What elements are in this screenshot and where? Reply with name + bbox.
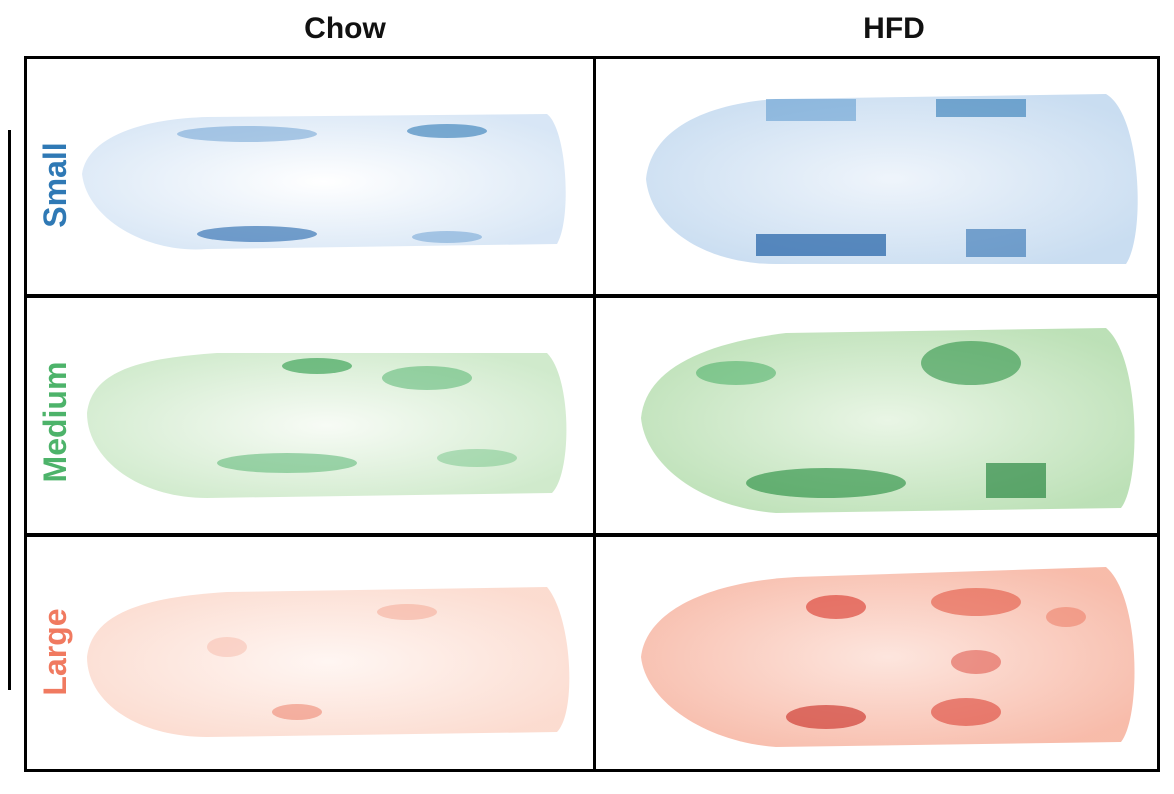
heatmap-hfd-small — [596, 59, 1160, 294]
heatmap-chow-large — [27, 537, 593, 769]
grid-divider-row-1 — [27, 294, 1157, 298]
heatmap-hfd-medium — [596, 298, 1160, 533]
heatmap-chow-medium — [27, 298, 593, 533]
grid-divider-row-2 — [27, 533, 1157, 537]
heatmap-hfd-large — [596, 537, 1160, 769]
heatmap-chow-small — [27, 59, 593, 294]
column-header-chow: Chow — [304, 12, 386, 45]
grid-divider-vertical — [593, 59, 596, 769]
heatmap-grid — [24, 56, 1160, 772]
column-header-hfd: HFD — [863, 12, 925, 45]
group-bar — [8, 130, 11, 690]
